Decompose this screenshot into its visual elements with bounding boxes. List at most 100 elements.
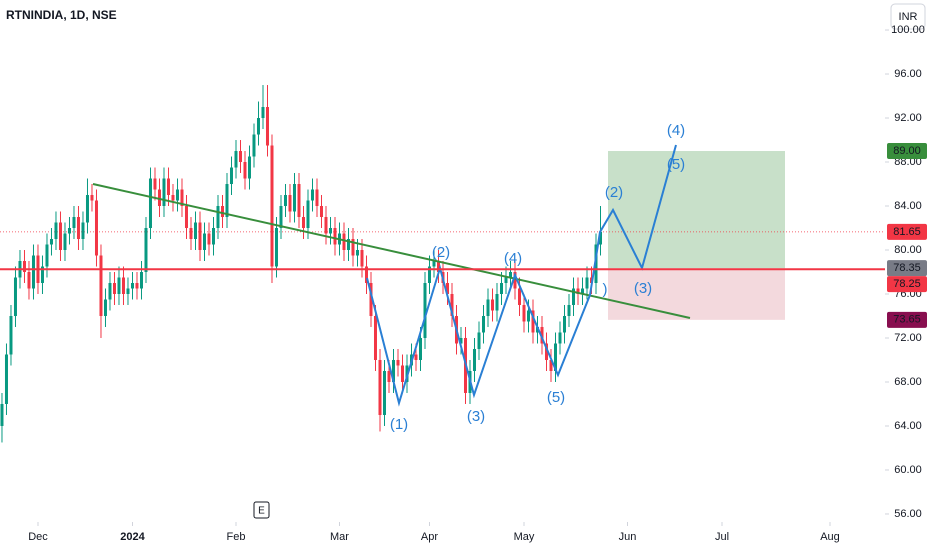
candle-body: [319, 206, 323, 218]
candle-body: [54, 222, 58, 240]
wave-label: (5): [547, 389, 565, 406]
candle-body: [562, 315, 566, 333]
event-marker[interactable]: [253, 501, 270, 519]
candle-body: [355, 250, 359, 256]
candle-body: [229, 167, 233, 185]
candle-body: [459, 337, 463, 344]
candle-body: [360, 250, 364, 267]
candle-body: [477, 332, 481, 349]
candle-body: [594, 244, 598, 283]
candle-body: [72, 217, 76, 229]
candle-body: [301, 217, 305, 229]
candle-body: [486, 299, 490, 316]
candle-body: [310, 189, 314, 201]
candle-body: [378, 359, 382, 415]
candle-body: [220, 206, 224, 218]
candle-body: [193, 222, 197, 240]
candle-body: [175, 189, 179, 201]
candle-body: [450, 293, 454, 316]
stop-zone: [608, 268, 785, 320]
price-label-box: [887, 143, 927, 160]
wave-label: (4): [504, 250, 522, 267]
candle-body: [22, 261, 26, 272]
candle-body: [427, 266, 431, 283]
candle-body: [58, 222, 62, 251]
candle-body: [4, 354, 8, 404]
candle-body: [369, 282, 373, 316]
candle-body: [396, 359, 400, 366]
candle-body: [499, 282, 503, 294]
candle-body: [364, 266, 368, 283]
wave-label: ): [603, 281, 608, 298]
candle-body: [585, 277, 589, 289]
candle-body: [517, 288, 521, 305]
candle-body: [508, 271, 512, 278]
drawings: (1) (2) (3) (4) (5) ) (2) (3) (4) (5): [92, 122, 691, 433]
candle-body: [40, 266, 44, 283]
candle-body: [81, 222, 85, 240]
candle-body: [495, 293, 499, 311]
drawings-back: [0, 151, 885, 320]
wave-label: (4): [667, 122, 685, 139]
candle-body: [90, 195, 94, 201]
candle-body: [63, 233, 67, 251]
x-tick-label: May: [514, 531, 535, 543]
candle-body: [418, 337, 422, 360]
candle-body: [211, 228, 215, 245]
x-tick-label: Apr: [421, 531, 438, 543]
candle-body: [315, 189, 319, 207]
candle-body: [279, 206, 283, 229]
price-label: 78.25: [893, 278, 921, 290]
y-tick-label: 92.00: [894, 112, 922, 124]
x-tick-label: Aug: [820, 531, 840, 543]
candle-body: [346, 239, 350, 251]
candle-body: [198, 222, 202, 251]
candle-body: [599, 231, 603, 245]
x-tick-label: Dec: [28, 531, 48, 543]
candle-body: [432, 261, 436, 267]
currency-button[interactable]: [890, 3, 926, 30]
candle-body: [247, 156, 251, 179]
y-tick-label: 60.00: [894, 464, 922, 476]
candle-body: [567, 304, 571, 316]
x-tick-label: 2024: [120, 531, 145, 543]
candle-body: [571, 288, 575, 305]
candle-body: [351, 239, 355, 256]
wave-label: (2): [605, 184, 623, 201]
currency-label[interactable]: INR: [899, 11, 918, 23]
candle-body: [130, 282, 134, 289]
event-label[interactable]: E: [258, 506, 265, 517]
candle-body: [139, 271, 143, 289]
candle-body: [157, 189, 161, 207]
x-tick-label: Feb: [227, 531, 246, 543]
y-tick-label: 72.00: [894, 332, 922, 344]
candle-body: [292, 184, 296, 212]
candle-body: [526, 310, 530, 322]
price-label-box: [887, 276, 927, 293]
wave-label: (3): [634, 280, 652, 297]
candle-body: [265, 107, 269, 146]
price-label-box: [887, 223, 927, 240]
chart-title: RTNINDIA, 1D, NSE: [6, 8, 117, 22]
candle-body: [99, 255, 103, 316]
candle-body: [108, 282, 112, 300]
candle-body: [324, 217, 328, 234]
candle-body: [436, 261, 440, 272]
candle-body: [423, 282, 427, 338]
candle-body: [225, 184, 229, 218]
candle-body: [162, 178, 166, 207]
candle-body: [45, 244, 49, 267]
candle-body: [49, 239, 53, 245]
candle-body: [558, 332, 562, 344]
candle-body: [306, 200, 310, 229]
candle-body: [328, 228, 332, 234]
candle-body: [391, 359, 395, 382]
candle-body: [472, 348, 476, 371]
candle-body: [85, 195, 89, 223]
candle-body: [400, 365, 404, 382]
candle-body: [117, 277, 121, 294]
candle-body: [414, 354, 418, 360]
candle-body: [373, 315, 377, 360]
candle-body: [31, 255, 35, 289]
candle-body: [207, 233, 211, 245]
